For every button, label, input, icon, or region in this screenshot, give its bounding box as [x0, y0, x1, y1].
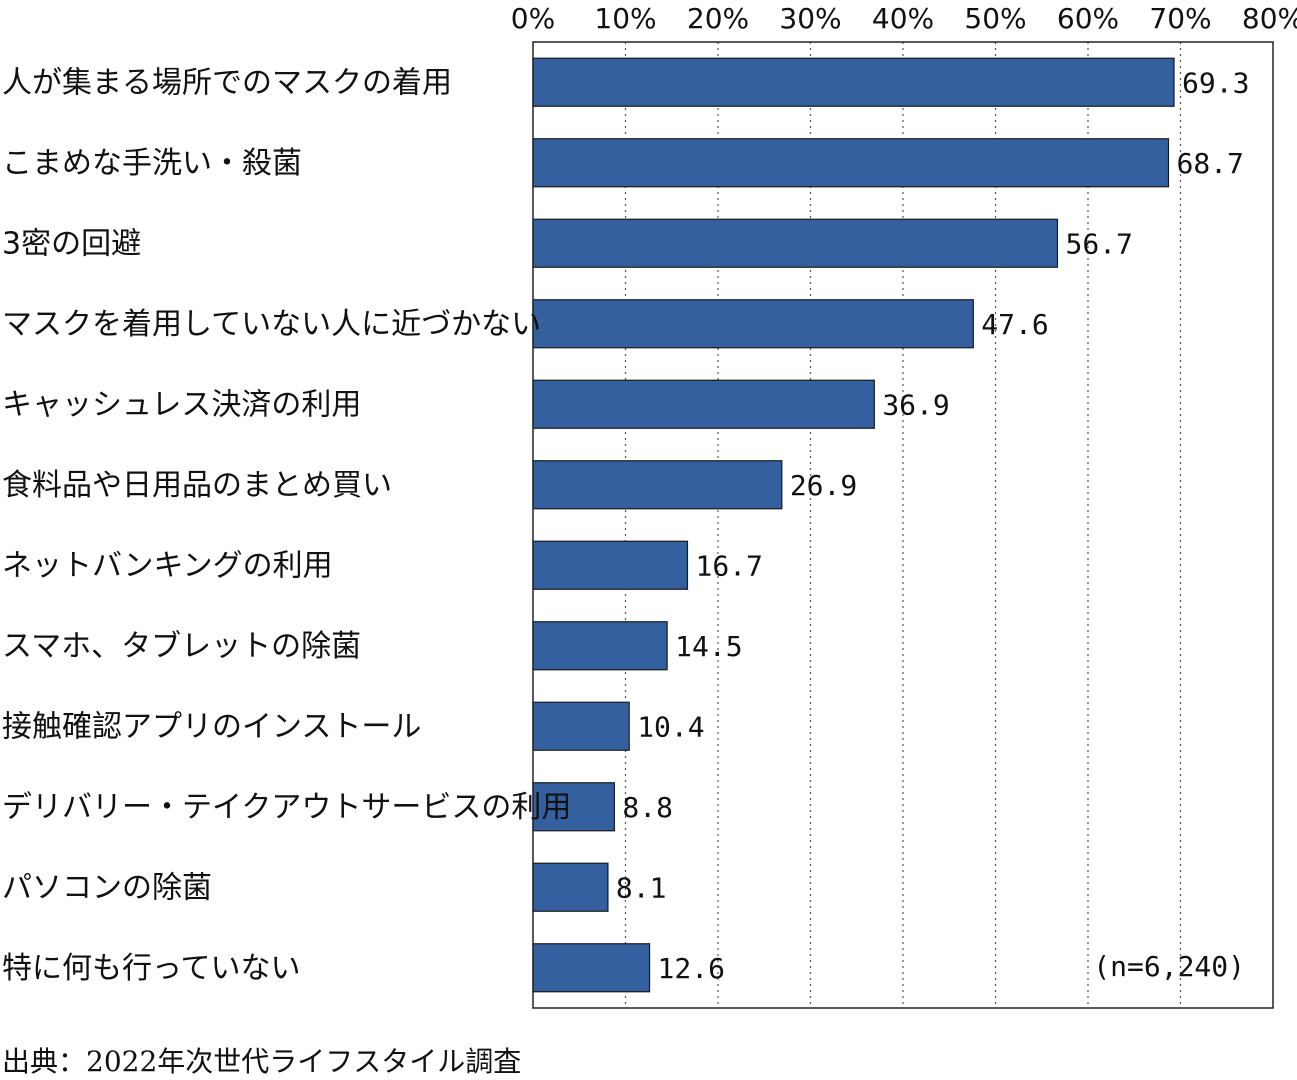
- bar: [532, 379, 875, 429]
- source-note: 出典：2022年次世代ライフスタイル調査: [2, 1045, 522, 1078]
- bar: [532, 701, 630, 751]
- data-label: 56.7: [1065, 227, 1132, 260]
- x-tick-label: 0%: [511, 2, 555, 35]
- category-label: マスクを着用していない人に近づかない: [2, 307, 541, 342]
- category-label: パソコンの除菌: [2, 870, 212, 905]
- x-tick-label: 30%: [779, 2, 841, 35]
- data-label: 16.7: [695, 549, 762, 582]
- data-label: 14.5: [675, 630, 742, 663]
- bar: [532, 57, 1175, 107]
- x-tick-label: 20%: [687, 2, 749, 35]
- bar: [532, 299, 974, 349]
- bars: [532, 57, 1175, 993]
- data-label: 26.9: [790, 469, 857, 502]
- x-tick-label: 70%: [1149, 2, 1211, 35]
- x-tick-label: 10%: [594, 2, 656, 35]
- data-label: 8.1: [616, 871, 667, 904]
- category-label: 接触確認アプリのインストール: [2, 709, 421, 744]
- category-label: ネットバンキングの利用: [2, 548, 333, 583]
- data-label: 36.9: [882, 388, 949, 421]
- bar: [532, 218, 1059, 268]
- bar: [532, 138, 1170, 188]
- category-label: 特に何も行っていない: [2, 951, 301, 986]
- category-label: 食料品や日用品のまとめ買い: [2, 468, 392, 503]
- category-label: こまめな手洗い・殺菌: [2, 146, 302, 181]
- x-tick-label: 80%: [1242, 2, 1297, 35]
- grid-lines: [624, 42, 1182, 1008]
- data-label: 12.6: [658, 952, 725, 985]
- data-label: 10.4: [637, 710, 704, 743]
- category-label: 3密の回避: [2, 226, 141, 261]
- bar-chart: 0% 10% 20% 30% 40% 50% 60% 70% 80% 人が集まる場所でのマスクの…: [2, 2, 1297, 1009]
- category-label: デリバリー・テイクアウトサービスの利用: [2, 790, 571, 825]
- category-label: 人が集まる場所でのマスクの着用: [2, 65, 452, 100]
- plot-frame: [532, 41, 1274, 1009]
- x-tick-label: 50%: [964, 2, 1026, 35]
- x-tick-label: 60%: [1057, 2, 1119, 35]
- x-tick-label: 40%: [872, 2, 934, 35]
- bar: [532, 540, 689, 590]
- bar: [532, 862, 609, 912]
- value-labels: 69.3 68.7 56.7 47.6 36.9 26.9 16.7 14.5 10.4 8.8 8…: [616, 66, 1250, 985]
- data-label: 69.3: [1182, 66, 1249, 99]
- category-label: スマホ、タブレットの除菌: [2, 629, 361, 664]
- bar: [532, 460, 783, 510]
- bar: [532, 943, 651, 993]
- data-label: 47.6: [981, 308, 1048, 341]
- bar: [532, 621, 668, 671]
- category-label: キャッシュレス決済の利用: [2, 387, 361, 422]
- sample-size-note: (n=6,240): [1093, 950, 1245, 983]
- data-label: 8.8: [622, 791, 673, 824]
- x-axis-ticks: 0% 10% 20% 30% 40% 50% 60% 70% 80%: [511, 2, 1297, 35]
- data-label: 68.7: [1176, 147, 1243, 180]
